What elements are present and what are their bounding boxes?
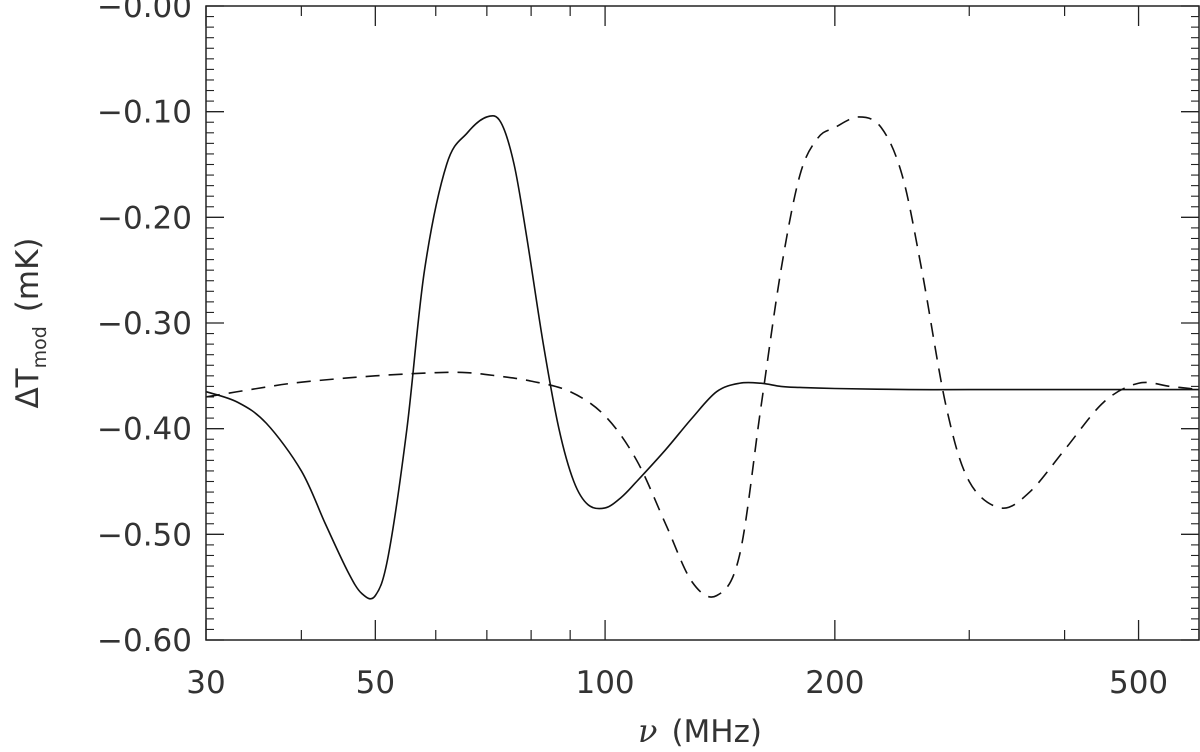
minor-ticks: [206, 6, 1200, 640]
dashed-series-line: [205, 116, 1200, 598]
x-axis-title: ν (MHz): [638, 712, 762, 750]
y-tick-label: −0.50: [97, 517, 192, 553]
y-axis-title: ΔTmod (mK): [10, 237, 51, 408]
y-tick-labels: −0.00 −0.10 −0.20 −0.30 −0.40 −0.50 −0.60: [97, 0, 192, 659]
x-tick-label: 50: [356, 665, 395, 701]
y-tick-label: −0.20: [97, 200, 192, 236]
x-tick-labels: 30 50 100 200 500: [186, 665, 1168, 701]
y-tick-label: −0.00: [97, 0, 192, 25]
x-tick-label: 30: [186, 665, 225, 701]
series-layer: [205, 114, 1200, 600]
y-tick-label: −0.30: [97, 306, 192, 342]
y-tick-label: −0.10: [97, 95, 192, 131]
major-ticks: [205, 5, 1199, 641]
x-tick-label: 500: [1109, 665, 1168, 701]
y-axis-subscript: mod: [29, 326, 51, 368]
y-tick-label: −0.60: [97, 623, 192, 659]
solid-series-line: [205, 114, 1199, 600]
x-axis-unit: (MHz): [671, 714, 762, 750]
x-axis-symbol: ν: [638, 712, 657, 750]
y-tick-label: −0.40: [97, 412, 192, 448]
y-axis-unit: (mK): [10, 237, 46, 312]
x-tick-label: 200: [805, 665, 864, 701]
x-tick-label: 100: [575, 665, 634, 701]
plot-frame: [205, 5, 1200, 641]
y-axis-main: ΔT: [10, 367, 46, 408]
